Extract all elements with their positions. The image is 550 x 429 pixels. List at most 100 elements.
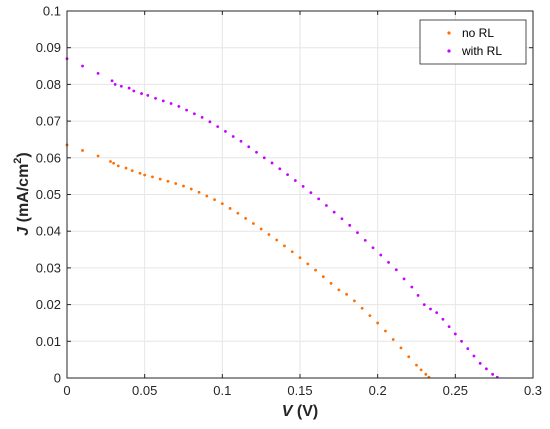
data-point <box>429 307 432 311</box>
legend-label-no-rl: no RL <box>462 26 494 40</box>
data-point <box>293 179 297 182</box>
data-point <box>376 321 380 325</box>
data-point <box>391 338 395 341</box>
data-point <box>460 339 463 343</box>
data-point <box>205 194 209 198</box>
data-point <box>317 197 321 201</box>
data-point <box>239 139 243 143</box>
data-point <box>113 83 117 86</box>
data-point <box>228 207 232 210</box>
data-point <box>112 161 115 165</box>
x-tick-label: 0.3 <box>524 383 542 398</box>
y-tick-label: 0.03 <box>36 260 61 275</box>
data-point <box>81 64 84 68</box>
data-point <box>491 372 495 376</box>
data-point <box>96 71 100 75</box>
x-tick-label: 0.25 <box>443 383 468 398</box>
y-tick-label: 0.05 <box>36 187 61 202</box>
data-point <box>368 314 372 318</box>
data-point <box>185 108 189 112</box>
data-point <box>244 216 248 220</box>
data-point <box>158 177 162 181</box>
data-point <box>109 160 112 163</box>
data-point <box>154 96 157 100</box>
data-point <box>441 317 445 321</box>
legend-marker-with-rl <box>447 49 451 53</box>
data-point <box>224 129 227 133</box>
data-point <box>306 262 310 266</box>
x-axis-label-var: V <box>282 403 294 420</box>
data-point <box>197 190 201 194</box>
data-point <box>110 79 114 83</box>
data-point <box>466 347 470 351</box>
data-point <box>435 311 439 315</box>
data-point <box>329 281 333 285</box>
data-point <box>270 161 274 165</box>
data-point <box>267 233 271 236</box>
data-point <box>151 175 154 179</box>
data-point <box>419 368 423 372</box>
y-tick-label: 0.1 <box>43 4 61 19</box>
data-point <box>360 306 364 310</box>
data-point <box>161 99 165 103</box>
y-tick-label: 0.04 <box>36 224 61 239</box>
data-point <box>119 84 123 88</box>
data-point <box>130 169 134 173</box>
data-point <box>485 367 488 371</box>
data-point <box>286 173 289 177</box>
data-point <box>182 184 185 188</box>
data-point <box>290 250 294 254</box>
data-point <box>174 182 178 185</box>
data-point <box>314 268 317 272</box>
series-no-rl <box>65 143 431 379</box>
data-point <box>189 187 193 191</box>
data-point <box>407 355 411 359</box>
data-point <box>200 116 204 119</box>
grid-layer <box>67 11 533 378</box>
data-point <box>309 191 313 195</box>
data-point <box>208 120 212 124</box>
data-point <box>394 268 398 272</box>
y-axis-label-var: J <box>15 226 32 236</box>
data-point <box>143 173 147 177</box>
data-point <box>213 198 216 202</box>
data-point <box>337 288 341 292</box>
data-point <box>356 231 359 235</box>
data-point <box>332 210 336 214</box>
data-point <box>379 253 383 257</box>
x-tick-label: 0.05 <box>132 383 157 398</box>
data-point <box>262 156 266 160</box>
y-tick-label: 0.01 <box>36 334 61 349</box>
y-tick-label: 0.09 <box>36 40 61 55</box>
data-point <box>453 332 457 336</box>
data-point <box>340 217 344 221</box>
data-point <box>472 354 476 358</box>
data-point <box>352 299 356 303</box>
data-point <box>325 204 328 207</box>
data-point <box>283 244 286 248</box>
data-point <box>116 164 120 168</box>
data-point <box>278 167 282 171</box>
y-tick-label: 0.06 <box>36 150 61 165</box>
data-point <box>399 346 403 350</box>
data-point <box>402 277 406 281</box>
data-point <box>192 112 196 116</box>
data-point <box>410 285 414 289</box>
data-point <box>231 135 235 138</box>
legend-box <box>419 19 527 65</box>
y-tick-label: 0.02 <box>36 297 61 312</box>
x-axis-label: V (V) <box>282 403 318 420</box>
data-point <box>96 154 100 158</box>
y-axis-label-sup: 2 <box>12 158 24 164</box>
data-layer <box>65 57 499 379</box>
data-point <box>384 329 387 333</box>
x-tick-label: 0 <box>63 383 70 398</box>
data-point <box>255 150 258 154</box>
x-axis-label-unit: (V) <box>292 403 318 420</box>
y-axis-label-unit: (mA/cm <box>15 164 32 227</box>
y-tick-label: 0.07 <box>36 114 61 129</box>
data-point <box>275 238 279 242</box>
data-point <box>81 149 84 152</box>
data-point <box>140 92 143 95</box>
